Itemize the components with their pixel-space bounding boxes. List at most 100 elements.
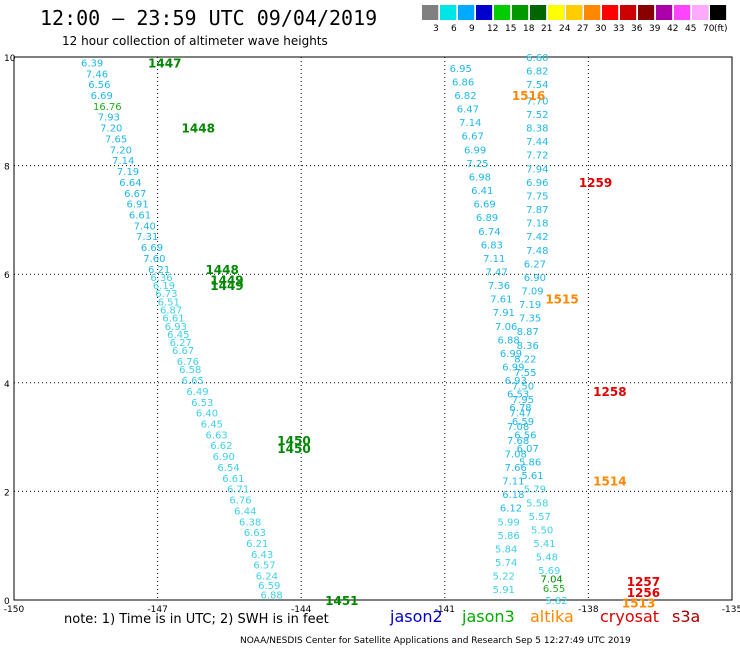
wave-height-value: 6.98: [469, 172, 491, 183]
legend-unit: (ft): [714, 24, 728, 34]
wave-height-value: 6.59: [258, 581, 280, 592]
legend-swatch: [512, 5, 529, 20]
wave-height-value: 6.44: [234, 506, 256, 517]
wave-height-value: 7.08: [507, 422, 529, 433]
wave-height-value: 6.88: [497, 335, 519, 346]
wave-height-value: 5.69: [538, 566, 560, 577]
wave-height-value: 6.74: [478, 227, 500, 238]
time-label: 1447: [148, 56, 181, 70]
wave-height-value: 6.57: [253, 561, 275, 572]
wave-height-value: 6.36: [150, 273, 172, 284]
wave-height-value: 6.51: [158, 297, 180, 308]
wave-height-value: 5.50: [531, 525, 553, 536]
wave-height-value: 7.31: [136, 232, 158, 243]
legend-swatch: [422, 5, 439, 20]
wave-height-value: 7.50: [512, 382, 534, 393]
wave-height-value: 7.42: [526, 232, 548, 243]
legend-label: 70: [703, 24, 715, 34]
wave-height-value: 6.65: [182, 376, 204, 387]
wave-height-value: 7.14: [459, 118, 481, 129]
wave-height-value: 6.89: [476, 213, 498, 224]
y-tick-label: 0: [4, 597, 10, 607]
wave-height-value: 7.87: [526, 205, 548, 216]
wave-height-value: 6.95: [450, 64, 472, 75]
wave-height-value: 5.48: [536, 553, 558, 564]
wave-height-value: 5.84: [495, 544, 517, 555]
time-label: 1513: [622, 597, 655, 611]
legend-swatch: [656, 5, 673, 20]
wave-height-value: 6.43: [251, 550, 273, 561]
wave-height-value: 5.91: [493, 585, 515, 596]
wave-height-value: 6.83: [481, 240, 503, 251]
wave-height-value: 6.62: [210, 441, 232, 452]
legend-label: 3: [433, 24, 439, 34]
y-tick-label: 10: [4, 54, 16, 64]
wave-height-value: 6.63: [205, 430, 227, 441]
wave-height-value: 6.39: [81, 58, 103, 69]
legend-label: 15: [505, 24, 517, 34]
wave-height-value: 5.86: [497, 531, 519, 542]
wave-height-value: 8.38: [526, 124, 548, 135]
legend-swatch: [674, 5, 691, 20]
time-label: 1259: [579, 176, 612, 190]
wave-height-value: 6.55: [543, 584, 565, 595]
wave-height-value: 6.53: [507, 390, 529, 401]
wave-height-value: 5.74: [495, 558, 517, 569]
wave-height-value: 7.66: [505, 463, 527, 474]
time-label: 1257: [627, 575, 660, 589]
wave-height-value: 7.72: [526, 151, 548, 162]
wave-height-value: 6.54: [217, 463, 239, 474]
legend-label: 9: [469, 24, 475, 34]
time-label: 1450: [277, 434, 310, 448]
x-tick-label: -150: [4, 605, 25, 615]
wave-height-value: 6.69: [141, 243, 163, 254]
wave-height-value: 6.88: [261, 591, 283, 602]
wave-height-value: 6.56: [514, 430, 536, 441]
wave-height-value: 6.93: [165, 322, 187, 333]
wave-height-value: 6.38: [239, 517, 261, 528]
wave-height-value: 6.64: [119, 178, 141, 189]
wave-height-value: 7.91: [493, 308, 515, 319]
wave-height-value: 6.82: [454, 91, 476, 102]
wave-height-value: 7.55: [514, 368, 536, 379]
legend-swatch: [620, 5, 637, 20]
wave-height-value: 7.47: [485, 267, 507, 278]
wave-height-value: 5.99: [497, 517, 519, 528]
wave-height-value: 7.11: [483, 254, 505, 265]
wave-height-value: 7.20: [110, 145, 132, 156]
wave-height-value: 6.21: [148, 265, 170, 276]
x-tick-label: -138: [578, 605, 599, 615]
wave-height-value: 7.19: [519, 300, 541, 311]
legend-label: 42: [667, 24, 679, 34]
x-tick-label: -135: [722, 605, 740, 615]
legend-label: 6: [451, 24, 457, 34]
y-tick-label: 6: [4, 271, 10, 281]
time-label: 1515: [545, 293, 578, 307]
wave-height-value: 7.20: [100, 124, 122, 135]
wave-height-value: 7.94: [526, 164, 548, 175]
wave-height-value: 16.76: [93, 102, 122, 113]
legend-swatch: [494, 5, 511, 20]
wave-height-value: 6.61: [162, 314, 184, 325]
wave-height-value: 7.36: [488, 281, 510, 292]
wave-height-value: 6.76: [229, 496, 251, 507]
legend-swatch: [584, 5, 601, 20]
wave-height-value: 6.12: [500, 504, 522, 515]
satellite-altika: altika: [530, 607, 574, 626]
legend-swatch: [458, 5, 475, 20]
wave-height-value: 6.69: [91, 91, 113, 102]
x-tick-label: -147: [147, 605, 167, 615]
wave-height-value: 6.78: [509, 403, 531, 414]
wave-height-value: 6.96: [526, 178, 548, 189]
wave-height-value: 5.57: [529, 512, 551, 523]
satellite-jason2: jason2: [390, 607, 443, 626]
wave-height-value: 5.79: [524, 485, 546, 496]
wave-height-value: 7.40: [134, 221, 156, 232]
wave-height-value: 7.04: [541, 574, 563, 585]
wave-height-value: 6.45: [167, 330, 189, 341]
legend-label: 45: [685, 24, 697, 34]
wave-height-value: 6.27: [524, 259, 546, 270]
legend-swatch: [692, 5, 709, 20]
wave-height-value: 6.45: [201, 420, 223, 431]
wave-height-value: 6.61: [222, 474, 244, 485]
